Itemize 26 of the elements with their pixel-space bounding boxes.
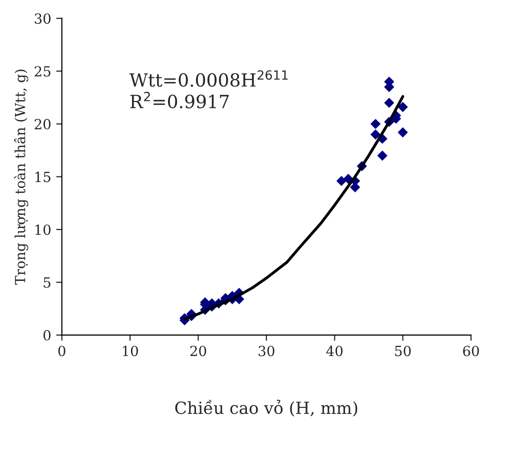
x-tick-label: 20 bbox=[190, 346, 206, 356]
y-tick-label: 25 bbox=[34, 66, 50, 77]
x-tick-label: 30 bbox=[258, 346, 274, 356]
point bbox=[377, 150, 388, 161]
point bbox=[370, 118, 380, 129]
x-tick-label: 10 bbox=[122, 346, 138, 356]
y-tick-label: 20 bbox=[34, 118, 51, 130]
point bbox=[343, 174, 354, 184]
point bbox=[384, 98, 394, 108]
point bbox=[398, 127, 408, 138]
x-tick-label: 50 bbox=[395, 346, 411, 356]
x-tick-label: 40 bbox=[326, 346, 343, 356]
point bbox=[398, 102, 408, 112]
y-tick-label: 0 bbox=[44, 330, 51, 341]
x-axis-title: Chiều cao vỏ (H, mm) bbox=[175, 400, 358, 417]
annotation: R$^{2}$=0.9917 bbox=[130, 92, 229, 108]
annotation: Wtt=0.0008H$^{2611}$ bbox=[129, 70, 288, 87]
point bbox=[370, 130, 380, 140]
y-tick-label: 10 bbox=[35, 224, 51, 235]
x-tick-label: 0 bbox=[58, 346, 66, 356]
y-tick-label: 30 bbox=[34, 13, 51, 24]
x-tick-label: 60 bbox=[463, 346, 479, 356]
point bbox=[336, 176, 346, 186]
y-tick-label: 5 bbox=[44, 277, 50, 288]
y-axis-title: Trọng lượng toàn thân (Wtt, g) bbox=[14, 70, 28, 285]
y-tick-label: 15 bbox=[35, 172, 50, 182]
